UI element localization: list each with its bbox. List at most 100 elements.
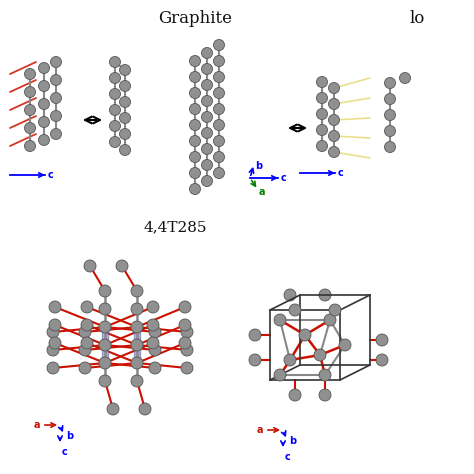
Circle shape (319, 369, 331, 381)
Circle shape (324, 314, 336, 326)
Text: Graphite: Graphite (158, 10, 232, 27)
Circle shape (213, 136, 225, 146)
Circle shape (119, 112, 130, 124)
Circle shape (289, 389, 301, 401)
Circle shape (328, 130, 339, 142)
Circle shape (119, 64, 130, 75)
Circle shape (213, 152, 225, 163)
Circle shape (181, 344, 193, 356)
Circle shape (47, 326, 59, 338)
Circle shape (201, 144, 212, 155)
Circle shape (201, 175, 212, 186)
Circle shape (109, 120, 120, 131)
Circle shape (99, 285, 111, 297)
Circle shape (84, 260, 96, 272)
Circle shape (181, 326, 193, 338)
Circle shape (109, 137, 120, 147)
Circle shape (376, 334, 388, 346)
Text: b: b (289, 436, 296, 446)
Circle shape (384, 142, 395, 153)
Circle shape (179, 301, 191, 313)
Circle shape (99, 303, 111, 315)
Circle shape (79, 326, 91, 338)
Circle shape (201, 47, 212, 58)
Text: b: b (255, 161, 262, 171)
Circle shape (328, 115, 339, 126)
Circle shape (190, 152, 201, 163)
Circle shape (131, 357, 143, 369)
Circle shape (25, 122, 36, 134)
Circle shape (190, 119, 201, 130)
Circle shape (25, 86, 36, 98)
Circle shape (49, 319, 61, 331)
Circle shape (317, 125, 328, 136)
Circle shape (109, 104, 120, 116)
Circle shape (147, 337, 159, 349)
Circle shape (119, 128, 130, 139)
Text: a: a (34, 420, 40, 430)
Circle shape (99, 357, 111, 369)
Circle shape (25, 69, 36, 80)
Circle shape (317, 76, 328, 88)
Circle shape (213, 55, 225, 66)
Circle shape (213, 103, 225, 115)
Circle shape (317, 140, 328, 152)
Circle shape (213, 72, 225, 82)
Circle shape (149, 326, 161, 338)
Text: lo: lo (410, 10, 425, 27)
Circle shape (81, 301, 93, 313)
Circle shape (213, 88, 225, 99)
Circle shape (213, 39, 225, 51)
Circle shape (99, 375, 111, 387)
Circle shape (314, 349, 326, 361)
Circle shape (384, 109, 395, 120)
Circle shape (131, 339, 143, 351)
Circle shape (51, 74, 62, 85)
Circle shape (109, 56, 120, 67)
Circle shape (376, 354, 388, 366)
Circle shape (201, 111, 212, 122)
Circle shape (38, 135, 49, 146)
Circle shape (317, 109, 328, 119)
Circle shape (328, 146, 339, 157)
Polygon shape (102, 327, 108, 363)
Text: c: c (48, 170, 54, 180)
Circle shape (81, 337, 93, 349)
Text: c: c (62, 447, 68, 457)
Circle shape (119, 145, 130, 155)
Circle shape (249, 329, 261, 341)
Circle shape (319, 389, 331, 401)
Circle shape (79, 362, 91, 374)
Circle shape (190, 88, 201, 99)
Circle shape (284, 354, 296, 366)
Circle shape (131, 285, 143, 297)
Circle shape (384, 93, 395, 104)
Circle shape (79, 344, 91, 356)
Circle shape (147, 301, 159, 313)
Circle shape (299, 329, 311, 341)
Circle shape (201, 95, 212, 107)
Circle shape (190, 167, 201, 179)
Circle shape (47, 362, 59, 374)
Polygon shape (134, 327, 140, 363)
Circle shape (25, 104, 36, 116)
Circle shape (131, 375, 143, 387)
Circle shape (49, 301, 61, 313)
Circle shape (190, 103, 201, 115)
Circle shape (319, 289, 331, 301)
Circle shape (139, 403, 151, 415)
Circle shape (119, 81, 130, 91)
Circle shape (384, 126, 395, 137)
Circle shape (328, 82, 339, 93)
Circle shape (317, 92, 328, 103)
Circle shape (400, 73, 410, 83)
Circle shape (99, 339, 111, 351)
Circle shape (38, 117, 49, 128)
Circle shape (179, 319, 191, 331)
Text: 4,4T285: 4,4T285 (143, 220, 207, 234)
Circle shape (201, 128, 212, 138)
Circle shape (51, 110, 62, 121)
Circle shape (38, 81, 49, 91)
Text: c: c (338, 168, 344, 178)
Circle shape (51, 56, 62, 67)
